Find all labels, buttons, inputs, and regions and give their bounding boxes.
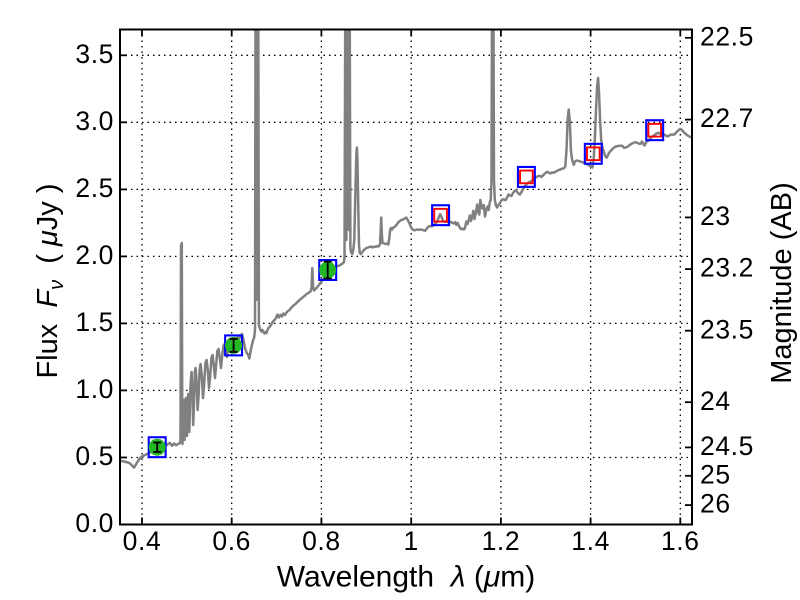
svg-text:23.5: 23.5 bbox=[700, 314, 754, 344]
svg-text:1.6: 1.6 bbox=[661, 526, 700, 556]
svg-text:23.2: 23.2 bbox=[700, 253, 754, 283]
svg-text:1.4: 1.4 bbox=[571, 526, 610, 556]
svg-text:2.0: 2.0 bbox=[75, 240, 114, 270]
svg-text:23: 23 bbox=[700, 201, 731, 231]
svg-text:Wavelength λ (μm): Wavelength λ (μm) bbox=[277, 561, 536, 594]
svg-text:22.5: 22.5 bbox=[700, 21, 754, 51]
svg-text:1.5: 1.5 bbox=[75, 307, 114, 337]
svg-text:Magnitude (AB): Magnitude (AB) bbox=[766, 182, 798, 384]
svg-text:26: 26 bbox=[700, 489, 731, 519]
svg-text:1.2: 1.2 bbox=[482, 526, 521, 556]
svg-text:24: 24 bbox=[700, 386, 731, 416]
svg-text:22.7: 22.7 bbox=[700, 103, 754, 133]
svg-text:0.5: 0.5 bbox=[75, 441, 114, 471]
svg-text:0.6: 0.6 bbox=[212, 526, 251, 556]
svg-text:3.0: 3.0 bbox=[75, 106, 114, 136]
svg-text:0.8: 0.8 bbox=[302, 526, 341, 556]
svg-text:24.5: 24.5 bbox=[700, 431, 754, 461]
svg-text:0.4: 0.4 bbox=[123, 526, 162, 556]
svg-text:2.5: 2.5 bbox=[75, 173, 114, 203]
svg-text:1.0: 1.0 bbox=[75, 374, 114, 404]
svg-text:25: 25 bbox=[700, 459, 731, 489]
svg-text:1: 1 bbox=[404, 526, 419, 556]
svg-text:3.5: 3.5 bbox=[75, 39, 114, 69]
svg-text:0.0: 0.0 bbox=[75, 508, 114, 538]
